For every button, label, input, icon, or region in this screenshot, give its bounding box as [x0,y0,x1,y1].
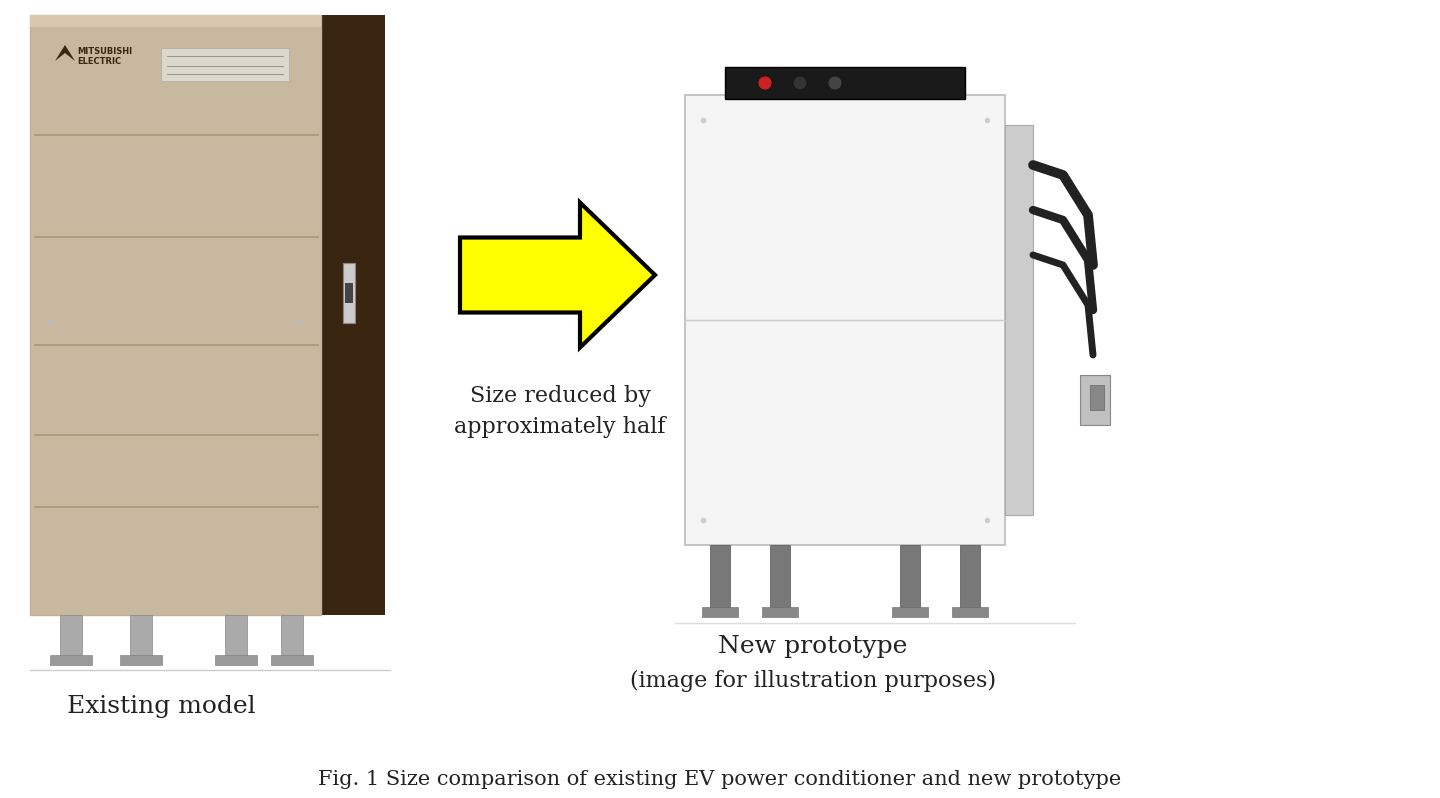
Bar [960,545,981,615]
Bar [770,545,791,615]
Text: New prototype: New prototype [719,635,907,658]
Bar [710,545,730,615]
Polygon shape [459,203,655,347]
Bar [321,15,384,615]
Bar [703,607,739,617]
Bar [271,655,312,665]
Bar [1090,385,1104,410]
Bar [346,283,353,303]
Bar [130,615,153,660]
Bar [900,545,920,615]
Bar [30,15,321,27]
Text: Size reduced by
approximately half: Size reduced by approximately half [454,385,665,437]
Bar [344,263,356,323]
Bar [762,607,798,617]
Circle shape [757,76,772,90]
Polygon shape [55,45,75,61]
Bar [1080,375,1110,425]
Text: MITSUBISHI: MITSUBISHI [76,47,132,56]
Text: Fig. 1 Size comparison of existing EV power conditioner and new prototype: Fig. 1 Size comparison of existing EV po… [318,770,1122,789]
Bar [120,655,161,665]
Bar [685,95,1005,545]
Circle shape [828,76,842,90]
Circle shape [793,76,806,90]
Bar [724,67,965,99]
Bar [161,48,289,81]
Text: (image for illustration purposes): (image for illustration purposes) [629,670,996,692]
Text: ELECTRIC: ELECTRIC [76,57,121,66]
Bar [952,607,988,617]
Bar [50,655,92,665]
Text: Existing model: Existing model [66,695,255,718]
Bar [891,607,927,617]
Bar [215,655,256,665]
Bar [281,615,302,660]
Bar [60,615,82,660]
Bar [1005,125,1032,515]
Bar [225,615,248,660]
Bar [30,15,321,615]
